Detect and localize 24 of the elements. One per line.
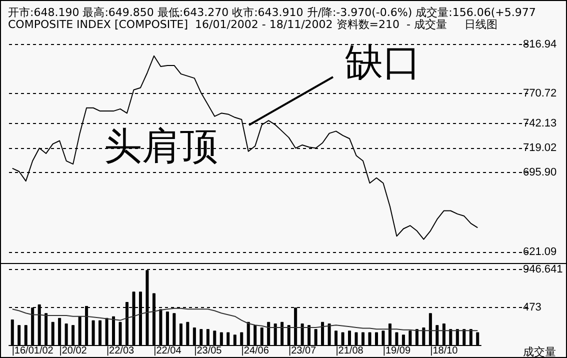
- x-tick-label: |20/02: [59, 346, 88, 356]
- annotation: 头肩顶: [104, 124, 218, 168]
- y-axis-title: 成交量: [523, 346, 556, 358]
- y-tick-label: 719.02: [523, 142, 557, 154]
- line-series: [12, 308, 478, 332]
- x-tick-label: |22/03: [106, 346, 135, 356]
- x-tick-label: |21/08: [336, 346, 364, 356]
- y-tick-label: 770.72: [523, 87, 557, 100]
- x-tick-label: |16/01/02: [12, 346, 54, 356]
- chart-title: 开市:648.190 最高:649.850 最低:643.270 收市:643.910 升/降:-3.970(-0.6%) 成交量:156.06(+5.977: [8, 6, 536, 19]
- x-tick-label: |24/06: [241, 346, 270, 356]
- y-tick-label: 621.09: [523, 246, 557, 258]
- x-tick-label: |18/10: [430, 346, 458, 356]
- y-tick-label: 473: [523, 301, 542, 314]
- annotation: 缺口: [345, 40, 421, 84]
- y-tick-label: 742.13: [523, 118, 557, 130]
- x-tick-label: |19/09: [382, 346, 411, 356]
- chart-subtitle: COMPOSITE INDEX [COMPOSITE] 16/01/2002 - 18/11/2002 资料数=210 - 成交量 日线图: [8, 18, 498, 31]
- y-tick-label: 816.94: [523, 38, 557, 50]
- x-tick-label: |22/04: [154, 346, 182, 356]
- x-tick-label: |23/05: [194, 346, 222, 356]
- y-tick-label: 695.90: [523, 166, 557, 179]
- y-tick-label: 946.641: [523, 264, 563, 276]
- x-tick-label: |23/07: [288, 346, 317, 356]
